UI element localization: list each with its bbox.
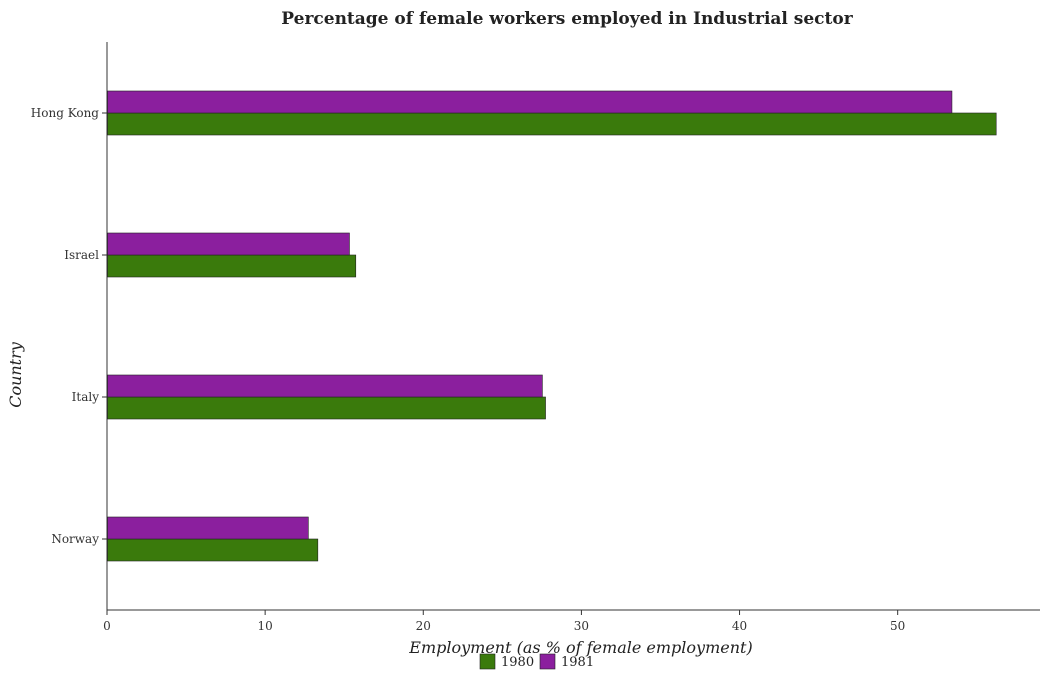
x-tick-label: 20	[416, 619, 431, 633]
bar-1981-hong-kong	[107, 90, 953, 114]
bar-1981-israel	[107, 232, 350, 256]
bar-1981-norway	[107, 516, 309, 540]
plot-area: 0 10 20 30 40 50 Hong Kong Israel Italy Norway	[31, 42, 1040, 633]
y-tick-label: Norway	[51, 532, 99, 546]
x-tick-label: 50	[890, 619, 905, 633]
bar-1981-italy	[107, 374, 543, 398]
legend-swatch-1980	[479, 653, 496, 670]
x-tick-label: 40	[732, 619, 747, 633]
bar-1980-norway	[107, 538, 319, 562]
chart-title: Percentage of female workers employed in…	[281, 9, 853, 29]
legend-swatch-1981	[539, 653, 556, 670]
y-axis-label: Country	[6, 341, 25, 408]
x-axis-label: Employment (as % of female employment)	[408, 638, 752, 657]
y-tick-label: Italy	[72, 390, 100, 404]
y-tick-label: Israel	[64, 248, 99, 262]
bar-1980-israel	[107, 254, 357, 278]
legend: 1980 1981	[479, 653, 594, 670]
x-tick-label: 10	[257, 619, 272, 633]
bar-1980-hong-kong	[107, 112, 997, 136]
legend-label-1981: 1981	[561, 655, 594, 670]
x-tick-label: 30	[574, 619, 589, 633]
x-tick-label: 0	[103, 619, 111, 633]
y-tick-label: Hong Kong	[31, 106, 100, 120]
legend-label-1980: 1980	[501, 655, 534, 670]
bar-1980-italy	[107, 396, 546, 420]
